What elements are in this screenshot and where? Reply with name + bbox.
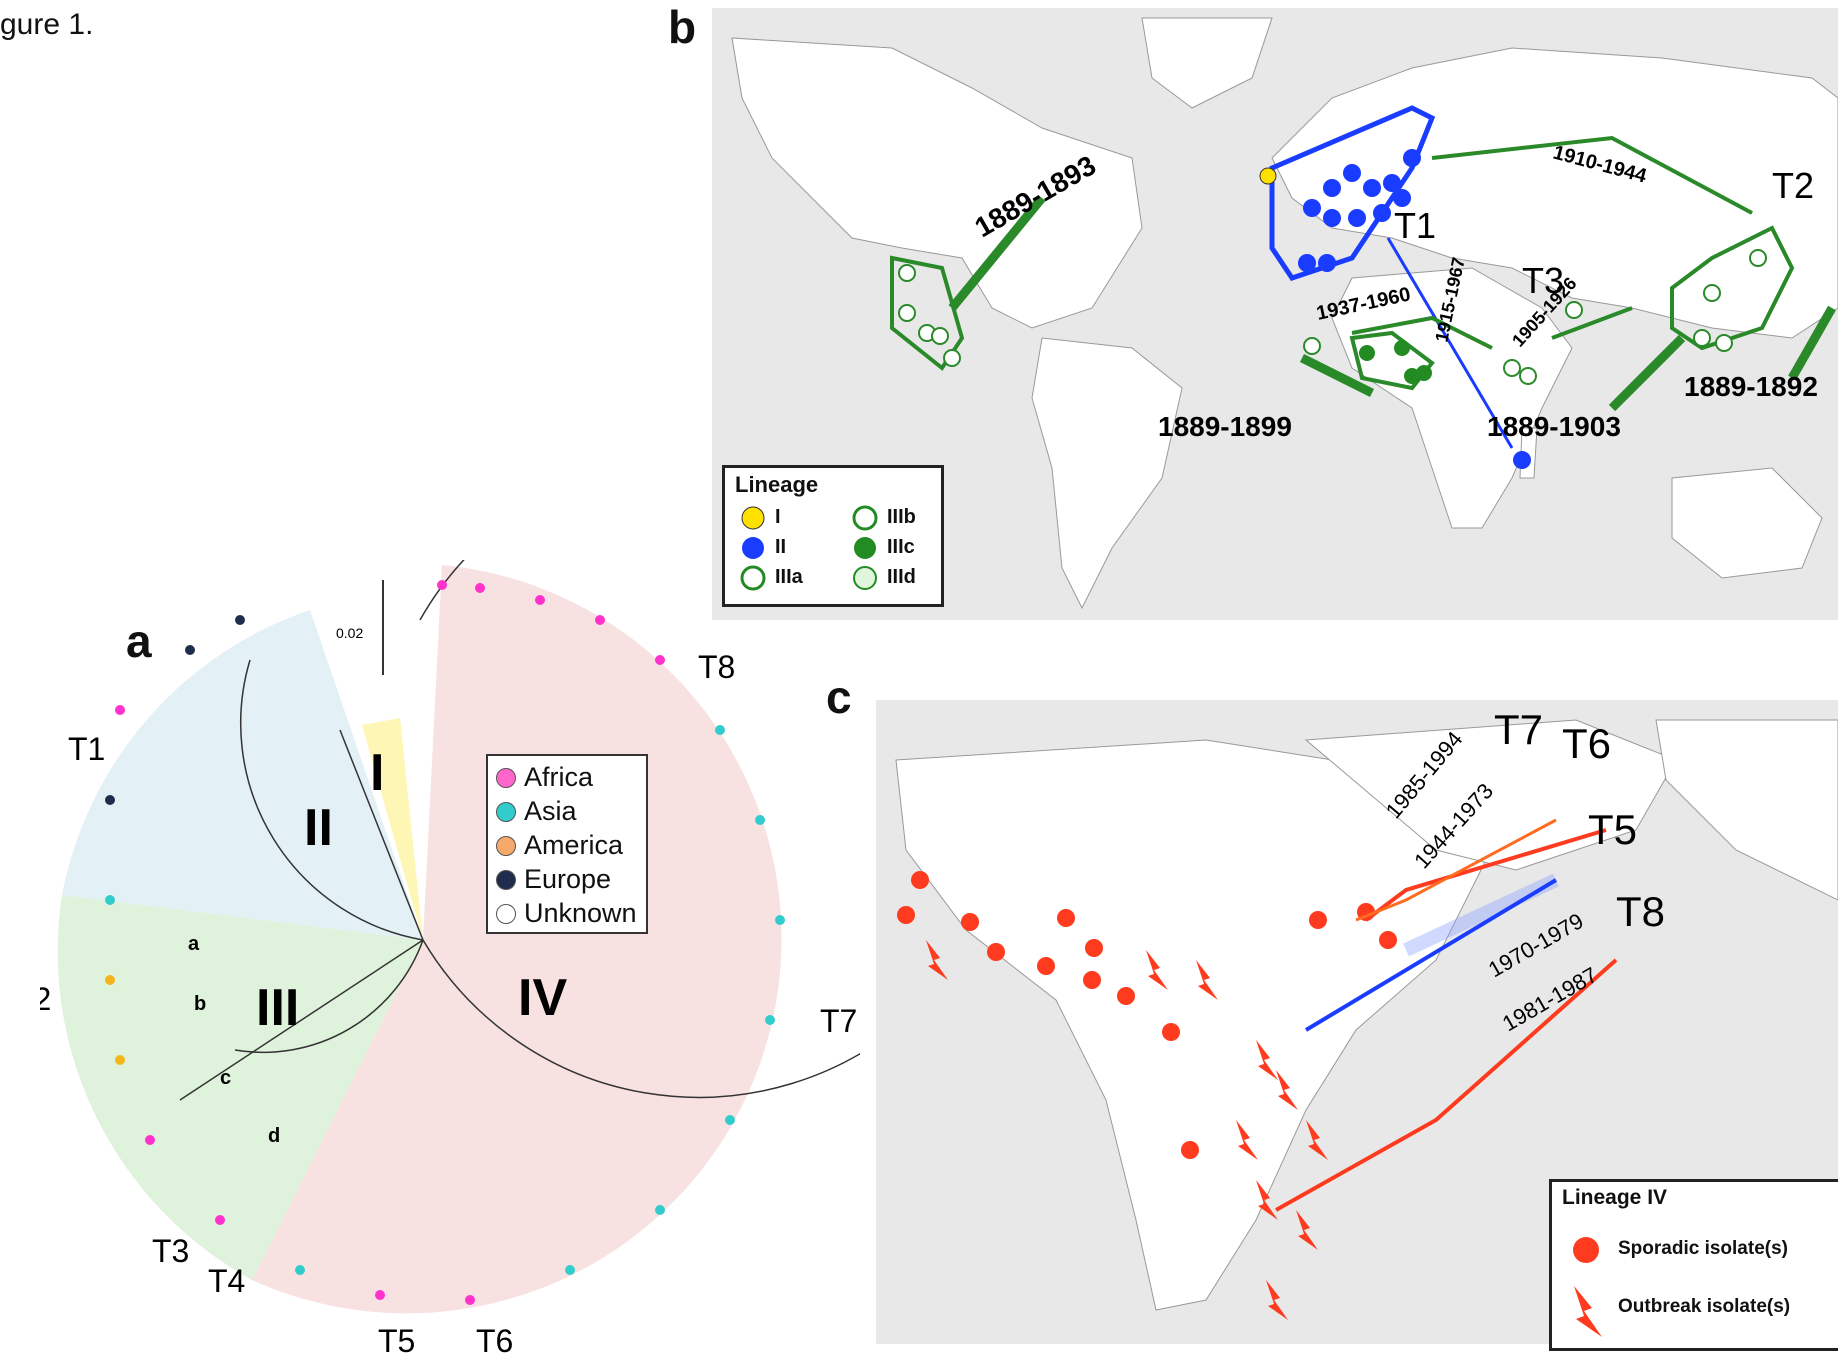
- t1-label: T1: [1394, 205, 1436, 246]
- america-swatch: [496, 835, 516, 856]
- tree-label-t6: T6: [476, 1323, 513, 1356]
- legend-row-america: America: [496, 830, 623, 861]
- date-1889-1899: 1889-1899: [1158, 411, 1292, 442]
- map-c-t7: T7: [1494, 706, 1543, 753]
- lineage-label-i: I: [370, 744, 384, 802]
- tree-label-t3: T3: [152, 1233, 189, 1269]
- panel-a-letter: a: [126, 615, 152, 667]
- legend-label-iiia: IIIa: [775, 566, 803, 588]
- t2-label: T2: [1772, 165, 1814, 206]
- t5-arrow-glow: [1403, 873, 1559, 957]
- legend-label-iiid: IIId: [887, 566, 916, 588]
- legend-row-europe: Europe: [496, 864, 611, 895]
- outbreak-points: [926, 940, 1328, 1320]
- tree-branches: [179, 560, 860, 1101]
- sublineage-d: d: [268, 1125, 280, 1147]
- tree-label-t2: T2: [40, 981, 51, 1017]
- sublineage-b: b: [194, 993, 206, 1015]
- date-1889-1892: 1889-1892: [1684, 371, 1818, 402]
- sector-iii: [57, 895, 424, 1280]
- asia-outline: [1655, 719, 1838, 901]
- sublineage-a: a: [188, 933, 200, 955]
- africa-swatch: [496, 767, 516, 788]
- t2-arrow: [1431, 135, 1753, 215]
- lineage-iv-legend-symbols: [1573, 1237, 1602, 1337]
- europe-swatch: [496, 869, 516, 890]
- sector-ii: [62, 610, 423, 940]
- unknown-swatch: [496, 903, 516, 924]
- lineage-iiic-symbol: [854, 537, 876, 559]
- t3-west-arrow: [1351, 315, 1493, 350]
- legend-row-africa: Africa: [496, 762, 593, 793]
- lineage-label-iv: IV: [518, 969, 567, 1027]
- map-c-t6: T6: [1562, 720, 1611, 767]
- lineage-ii-points: [1298, 149, 1531, 469]
- north-america: [731, 37, 1143, 329]
- se-asia-arrow: [1788, 305, 1836, 381]
- scale-label: 0.02: [336, 625, 363, 641]
- world-map: T1 T2 T3 1889-1893 1889-1899 1889-1903 1…: [712, 8, 1838, 620]
- asia-swatch: [496, 801, 516, 822]
- lineage-iiid-symbol: [853, 566, 877, 590]
- region-legend: Africa Asia America Europe Unknown: [486, 754, 648, 934]
- legend-sporadic-label: Sporadic isolate(s): [1618, 1238, 1788, 1259]
- america-arrow: [948, 195, 1046, 311]
- lineage-legend-symbols: [740, 505, 878, 591]
- legend-row-asia: Asia: [496, 796, 577, 827]
- lineage-i-point: [1259, 167, 1277, 185]
- legend-label-i: I: [775, 506, 781, 528]
- legend-row-unknown: Unknown: [496, 898, 637, 929]
- sublineage-c: c: [220, 1067, 231, 1089]
- legend-label-iiic: IIIc: [887, 536, 915, 558]
- india-arrow: [1608, 334, 1686, 412]
- australia: [1671, 467, 1823, 579]
- lineage-i-symbol: [741, 506, 765, 530]
- america-cluster-points: [898, 264, 961, 367]
- lineage-iv-legend-title: Lineage IV: [1562, 1186, 1668, 1209]
- lineage-legend-title: Lineage: [735, 472, 819, 497]
- south-america: [1031, 337, 1183, 610]
- lineage-label-iii: III: [256, 979, 299, 1037]
- lineage-legend: Lineage I II IIIa IIIb IIIc IIId: [722, 465, 944, 607]
- t5-arrow: [1304, 878, 1558, 1032]
- t1-arrow: [1386, 237, 1514, 449]
- phylogenetic-tree: 0.02 I II III IV a b c d T1 T2 T3 T4 T5 …: [40, 560, 860, 1356]
- figure-caption: gure 1.: [0, 8, 94, 41]
- panel-c-letter: c: [826, 671, 852, 723]
- tree-label-t8: T8: [698, 649, 735, 685]
- lineage-ii-symbol: [742, 537, 764, 559]
- west-africa-arrow: [1299, 353, 1375, 398]
- date-1889-1903: 1889-1903: [1487, 411, 1621, 442]
- sporadic-symbol: [1573, 1237, 1599, 1263]
- africa-west-cluster-points: [1359, 340, 1432, 384]
- tree-label-t7: T7: [820, 1003, 857, 1039]
- greenland: [1141, 17, 1273, 109]
- t8-arrow: [1275, 958, 1618, 1212]
- tree-label-t5: T5: [378, 1323, 415, 1356]
- tree-leaves: [105, 580, 785, 1305]
- map-c-t8: T8: [1616, 888, 1665, 935]
- sector-i: [362, 718, 423, 940]
- outbreak-symbol: [1574, 1286, 1602, 1337]
- sporadic-points: [897, 871, 1397, 1159]
- t3-arrow: [1551, 306, 1633, 340]
- lineage-iiia-symbol: [740, 565, 766, 591]
- sector-iv: [252, 565, 782, 1314]
- lineage-iiib-symbol: [852, 505, 878, 531]
- lineage-iv-legend: Lineage IV Sporadic isolate(s) Outbreak …: [1549, 1179, 1838, 1351]
- legend-label-iiib: IIIb: [887, 506, 916, 528]
- lineage-label-ii: II: [304, 799, 333, 857]
- tree-label-t4: T4: [208, 1263, 245, 1299]
- arabia-outline: [1304, 719, 1677, 871]
- asia-cluster-points: [1303, 249, 1767, 385]
- legend-label-ii: II: [775, 536, 787, 558]
- tree-label-t1: T1: [68, 731, 105, 767]
- asia-cluster-outline: [1670, 225, 1795, 351]
- t3-label: T3: [1522, 260, 1564, 301]
- panel-b-letter: b: [668, 1, 697, 53]
- t7-arrow: [1355, 818, 1557, 922]
- map-c-t5: T5: [1588, 806, 1637, 853]
- legend-outbreak-label: Outbreak isolate(s): [1618, 1296, 1791, 1317]
